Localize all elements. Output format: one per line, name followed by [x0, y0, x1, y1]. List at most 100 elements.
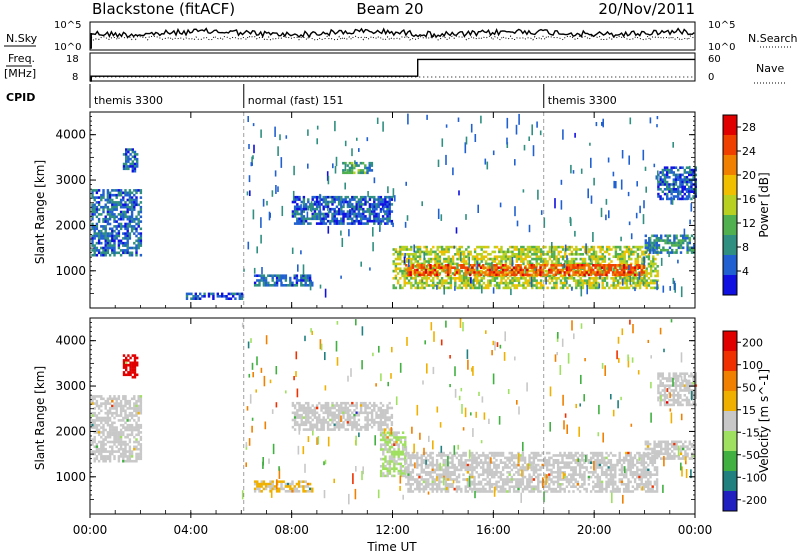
- heatmap-cell: [603, 286, 607, 290]
- heatmap-cell: [671, 251, 674, 254]
- heatmap-cell: [427, 277, 431, 280]
- heatmap-cell: [666, 176, 669, 179]
- heatmap-cell: [462, 255, 466, 258]
- heatmap-cell: [453, 473, 456, 476]
- heatmap-cell: [353, 423, 356, 427]
- heatmap-cell: [467, 284, 470, 287]
- heatmap-cell: [139, 435, 143, 439]
- heatmap-cell: [302, 205, 306, 209]
- heatmap-cell: [479, 461, 483, 464]
- heatmap-cell: [517, 264, 520, 267]
- heatmap-cell: [93, 189, 96, 192]
- heatmap-cell: [130, 459, 134, 463]
- heatmap-cell: [296, 217, 299, 221]
- heatmap-cell: [410, 265, 413, 268]
- heatmap-cell: [553, 253, 556, 256]
- heatmap-cell: [100, 419, 103, 422]
- heatmap-cell: [455, 466, 459, 469]
- heatmap-cell: [318, 413, 321, 417]
- heatmap-cell: [431, 451, 434, 455]
- heatmap-cell: [397, 472, 400, 475]
- heatmap-cell: [451, 257, 455, 261]
- heatmap-cell: [194, 295, 197, 298]
- heatmap-cell: [340, 404, 343, 407]
- heatmap-cell: [482, 266, 485, 269]
- heatmap-cell: [536, 121, 538, 128]
- heatmap-cell: [418, 480, 421, 484]
- heatmap-cell: [311, 217, 314, 221]
- heatmap-cell: [293, 207, 297, 211]
- heatmap-cell: [401, 443, 405, 446]
- heatmap-cell: [477, 463, 481, 467]
- heatmap-cell: [344, 163, 347, 172]
- heatmap-cell: [377, 195, 380, 199]
- heatmap-cell: [649, 117, 652, 124]
- heatmap-cell: [97, 229, 101, 233]
- heatmap-cell: [493, 255, 497, 258]
- heatmap-cell: [315, 205, 319, 209]
- heatmap-cell: [420, 468, 423, 472]
- heatmap-cell: [511, 281, 514, 285]
- heatmap-cell: [119, 189, 123, 192]
- heatmap-cell: [457, 268, 461, 272]
- heatmap-cell: [621, 262, 624, 266]
- heatmap-cell: [690, 188, 693, 191]
- heatmap-cell: [326, 406, 330, 410]
- heatmap-cell: [555, 262, 558, 266]
- heatmap-cell: [686, 246, 689, 250]
- heatmap-cell: [438, 473, 441, 476]
- heatmap-cell: [501, 268, 505, 272]
- heatmap-cell: [603, 266, 606, 269]
- heatmap-cell: [657, 183, 660, 186]
- heatmap-cell: [418, 487, 421, 491]
- heatmap-cell: [493, 271, 496, 274]
- heatmap-cell: [348, 418, 352, 422]
- heatmap-cell: [630, 277, 633, 280]
- heatmap-cell: [122, 237, 125, 240]
- heatmap-cell: [304, 485, 307, 488]
- heatmap-cell: [326, 416, 330, 419]
- heatmap-cell: [407, 473, 410, 476]
- heatmap-cell: [616, 257, 620, 261]
- heatmap-cell: [355, 205, 358, 209]
- heatmap-cell: [346, 418, 350, 422]
- heatmap-cell: [486, 468, 489, 472]
- heatmap-cell: [506, 273, 509, 277]
- heatmap-cell: [495, 277, 499, 280]
- heatmap-cell: [126, 433, 129, 437]
- heatmap-cell: [97, 450, 101, 453]
- nsearch-tick-top: 10^5: [708, 20, 735, 31]
- heatmap-cell: [405, 245, 409, 249]
- heatmap-cell: [416, 454, 419, 457]
- heatmap-cell: [129, 356, 132, 360]
- heatmap-cell: [677, 176, 680, 179]
- heatmap-cell: [668, 234, 672, 238]
- heatmap-cell: [124, 227, 127, 231]
- heatmap-cell: [509, 260, 512, 263]
- heatmap-cell: [127, 167, 130, 171]
- heatmap-cell: [126, 426, 129, 429]
- heatmap-cell: [524, 255, 527, 258]
- heatmap-cell: [420, 478, 423, 481]
- heatmap-cell: [373, 203, 376, 206]
- heatmap-cell: [126, 244, 129, 247]
- heatmap-cell: [442, 454, 445, 457]
- heatmap-cell: [409, 471, 412, 474]
- heatmap-cell: [476, 286, 479, 290]
- heatmap-cell: [422, 480, 426, 484]
- heatmap-cell: [510, 288, 512, 296]
- heatmap-cell: [432, 281, 435, 285]
- heatmap-cell: [643, 200, 645, 209]
- heatmap-cell: [130, 414, 134, 417]
- heatmap-cell: [451, 454, 454, 457]
- heatmap-cell: [351, 210, 354, 213]
- heatmap-cell: [225, 295, 228, 298]
- heatmap-cell: [476, 253, 479, 256]
- heatmap-cell: [427, 483, 430, 486]
- heatmap-cell: [133, 227, 136, 231]
- heatmap-cell: [128, 433, 132, 437]
- heatmap-cell: [102, 397, 105, 401]
- heatmap-cell: [557, 260, 560, 263]
- heatmap-cell: [499, 454, 503, 457]
- heatmap-cell: [326, 195, 330, 199]
